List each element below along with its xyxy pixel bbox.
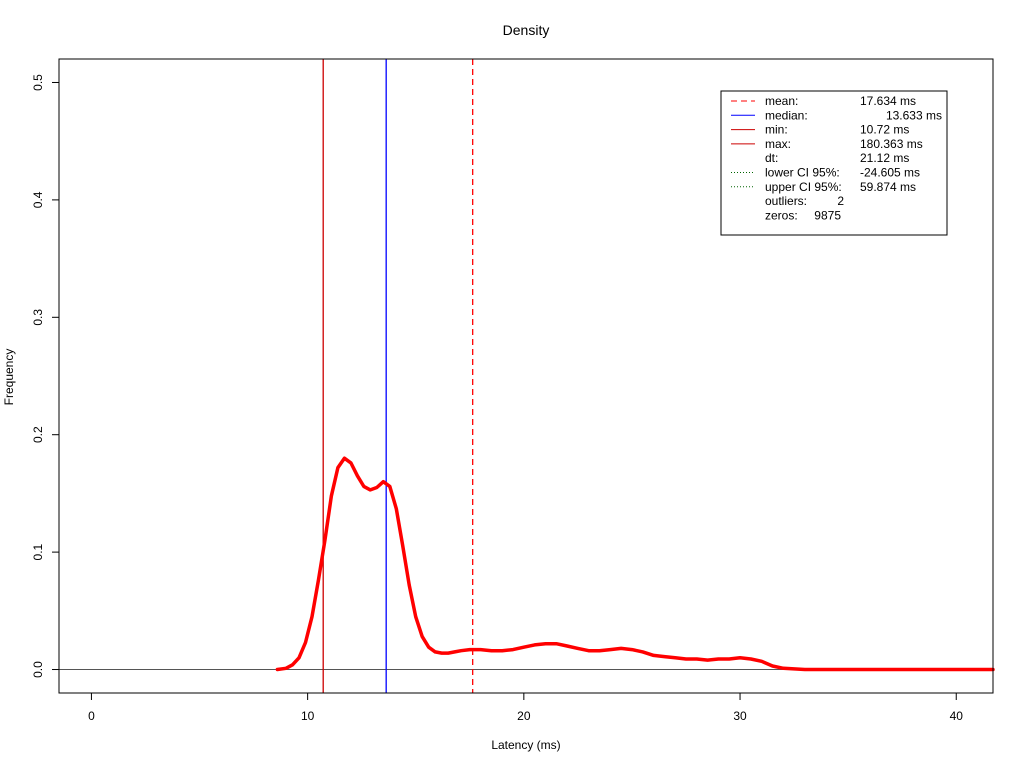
density-line xyxy=(275,456,995,672)
chart-title: Density xyxy=(503,22,550,38)
legend-value: 21.12 ms xyxy=(860,151,909,165)
legend-label: dt: xyxy=(765,151,778,165)
legend-label: median: xyxy=(765,108,808,122)
legend-value: 9875 xyxy=(814,208,841,222)
legend-label: max: xyxy=(765,137,791,151)
legend-label: mean: xyxy=(765,94,798,108)
x-tick-label: 40 xyxy=(950,709,964,723)
y-tick-label: 0.0 xyxy=(31,661,45,678)
legend-value: -24.605 ms xyxy=(860,166,920,180)
legend-value: 2 xyxy=(837,194,844,208)
y-tick-label: 0.2 xyxy=(31,426,45,443)
legend-label: outliers: xyxy=(765,194,807,208)
y-tick-label: 0.5 xyxy=(31,74,45,91)
legend-label: zeros: xyxy=(765,208,798,222)
y-axis-label: Frequency xyxy=(2,349,16,406)
legend: mean: 17.634 ms median: 13.633 ms min: 10.72 … xyxy=(720,90,948,236)
x-axis-label: Latency (ms) xyxy=(491,738,560,752)
y-tick-label: 0.4 xyxy=(31,191,45,208)
y-tick-label: 0.3 xyxy=(31,309,45,326)
x-tick-label: 10 xyxy=(301,709,315,723)
legend-label: upper CI 95%: xyxy=(765,180,842,194)
legend-box xyxy=(720,90,948,236)
reference-lines xyxy=(322,59,474,693)
x-tick-label: 0 xyxy=(88,709,95,723)
legend-value: 17.634 ms xyxy=(860,94,916,108)
y-tick-label: 0.1 xyxy=(31,543,45,560)
legend-value: 59.874 ms xyxy=(860,180,916,194)
axes: 0 10 20 30 40 0.0 0.1 0.2 0.3 0.4 0.5 xyxy=(31,74,963,723)
x-tick-label: 20 xyxy=(517,709,531,723)
plot-frame xyxy=(58,58,994,694)
density-series xyxy=(275,456,995,672)
legend-label: min: xyxy=(765,123,788,137)
x-tick-label: 30 xyxy=(733,709,747,723)
legend-value: 13.633 ms xyxy=(886,108,942,122)
legend-label: lower CI 95%: xyxy=(765,166,840,180)
legend-value: 180.363 ms xyxy=(860,137,923,151)
legend-value: 10.72 ms xyxy=(860,123,909,137)
